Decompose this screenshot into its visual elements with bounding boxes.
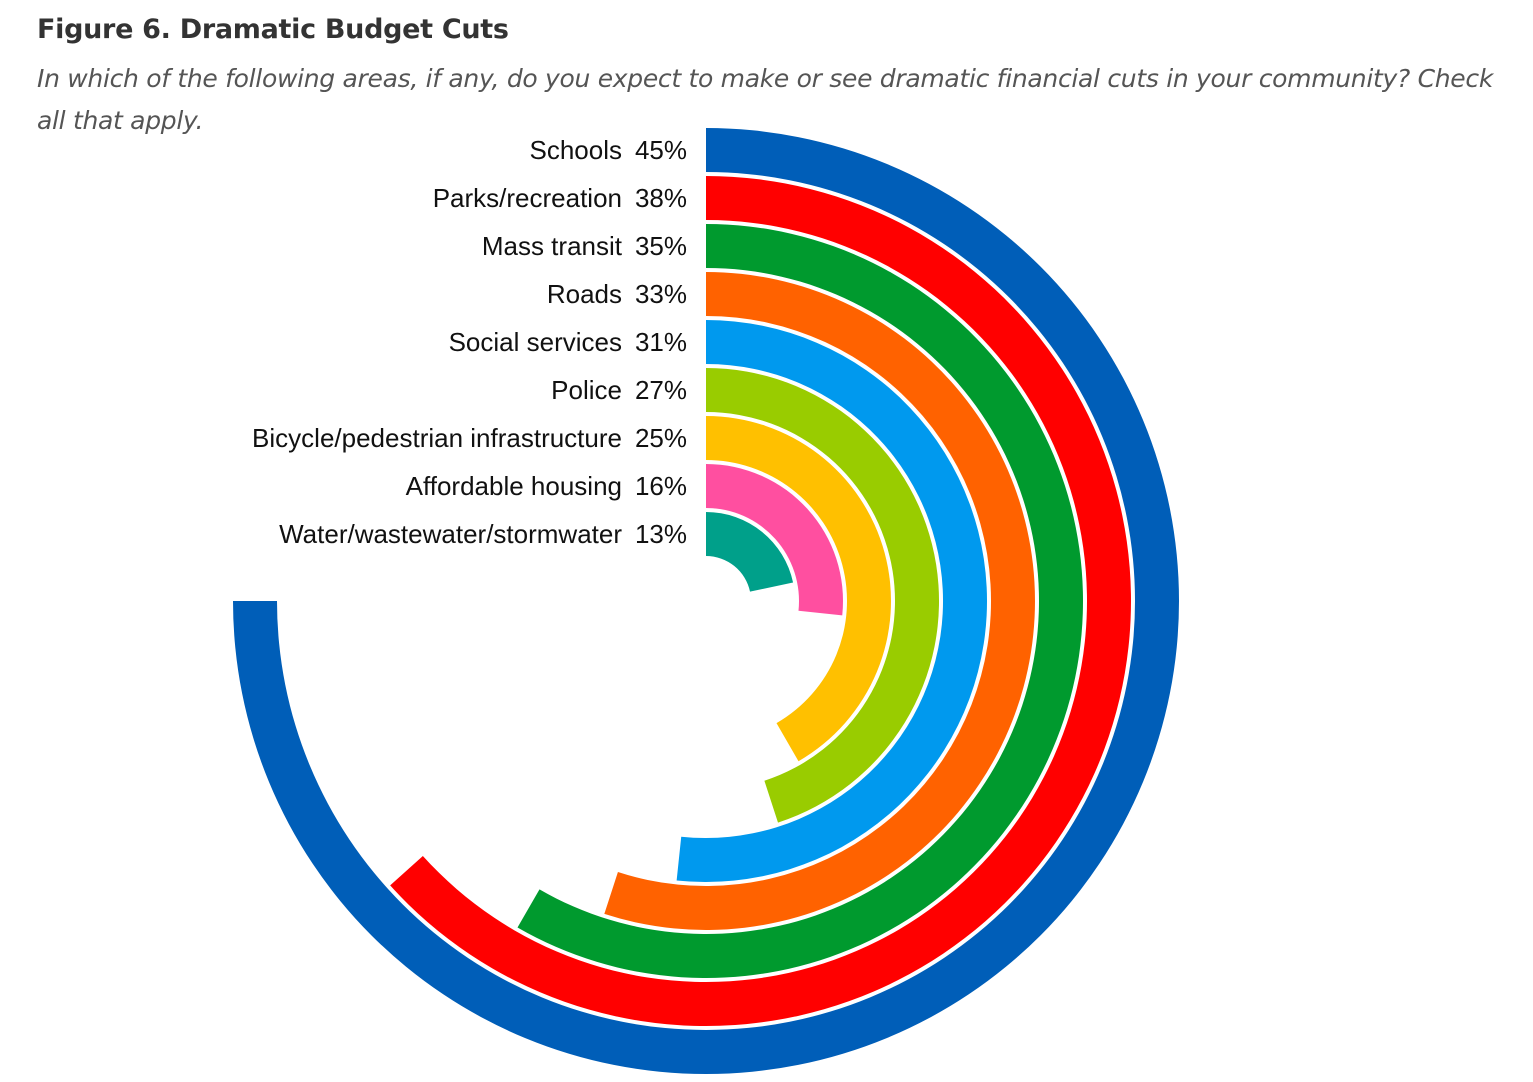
- label-group: Schools 45% Parks/recreation 38% Mass transi…: [252, 135, 687, 549]
- category-label: Social services: [449, 327, 622, 357]
- arc-group: [233, 128, 1179, 1074]
- arc-bar-2: [390, 176, 1131, 1026]
- arc-bar-8: [706, 463, 844, 616]
- category-label: Police: [551, 375, 622, 405]
- category-label: Bicycle/pedestrian infrastructure: [252, 423, 622, 453]
- arc-bar-5: [676, 320, 988, 883]
- category-label: Parks/recreation: [433, 183, 622, 213]
- category-label: Water/wastewater/stormwater: [279, 519, 622, 549]
- arc-bar-9: [706, 512, 794, 592]
- arc-bar-1: [233, 128, 1179, 1074]
- value-label: 31%: [635, 327, 687, 357]
- arc-bar-6: [706, 368, 940, 823]
- category-label: Roads: [547, 279, 622, 309]
- category-label: Schools: [530, 135, 623, 165]
- value-label: 38%: [635, 183, 687, 213]
- category-label: Affordable housing: [406, 471, 622, 501]
- figure-subtitle: In which of the following areas, if any,…: [37, 64, 1494, 135]
- value-label: 13%: [635, 519, 687, 549]
- figure-title: Figure 6. Dramatic Budget Cuts: [37, 14, 509, 45]
- arc-bar-7: [706, 416, 891, 762]
- category-label: Mass transit: [482, 231, 623, 261]
- value-label: 27%: [635, 375, 687, 405]
- value-label: 35%: [635, 231, 687, 261]
- value-label: 16%: [635, 471, 687, 501]
- value-label: 45%: [635, 135, 687, 165]
- value-label: 33%: [635, 279, 687, 309]
- value-label: 25%: [635, 423, 687, 453]
